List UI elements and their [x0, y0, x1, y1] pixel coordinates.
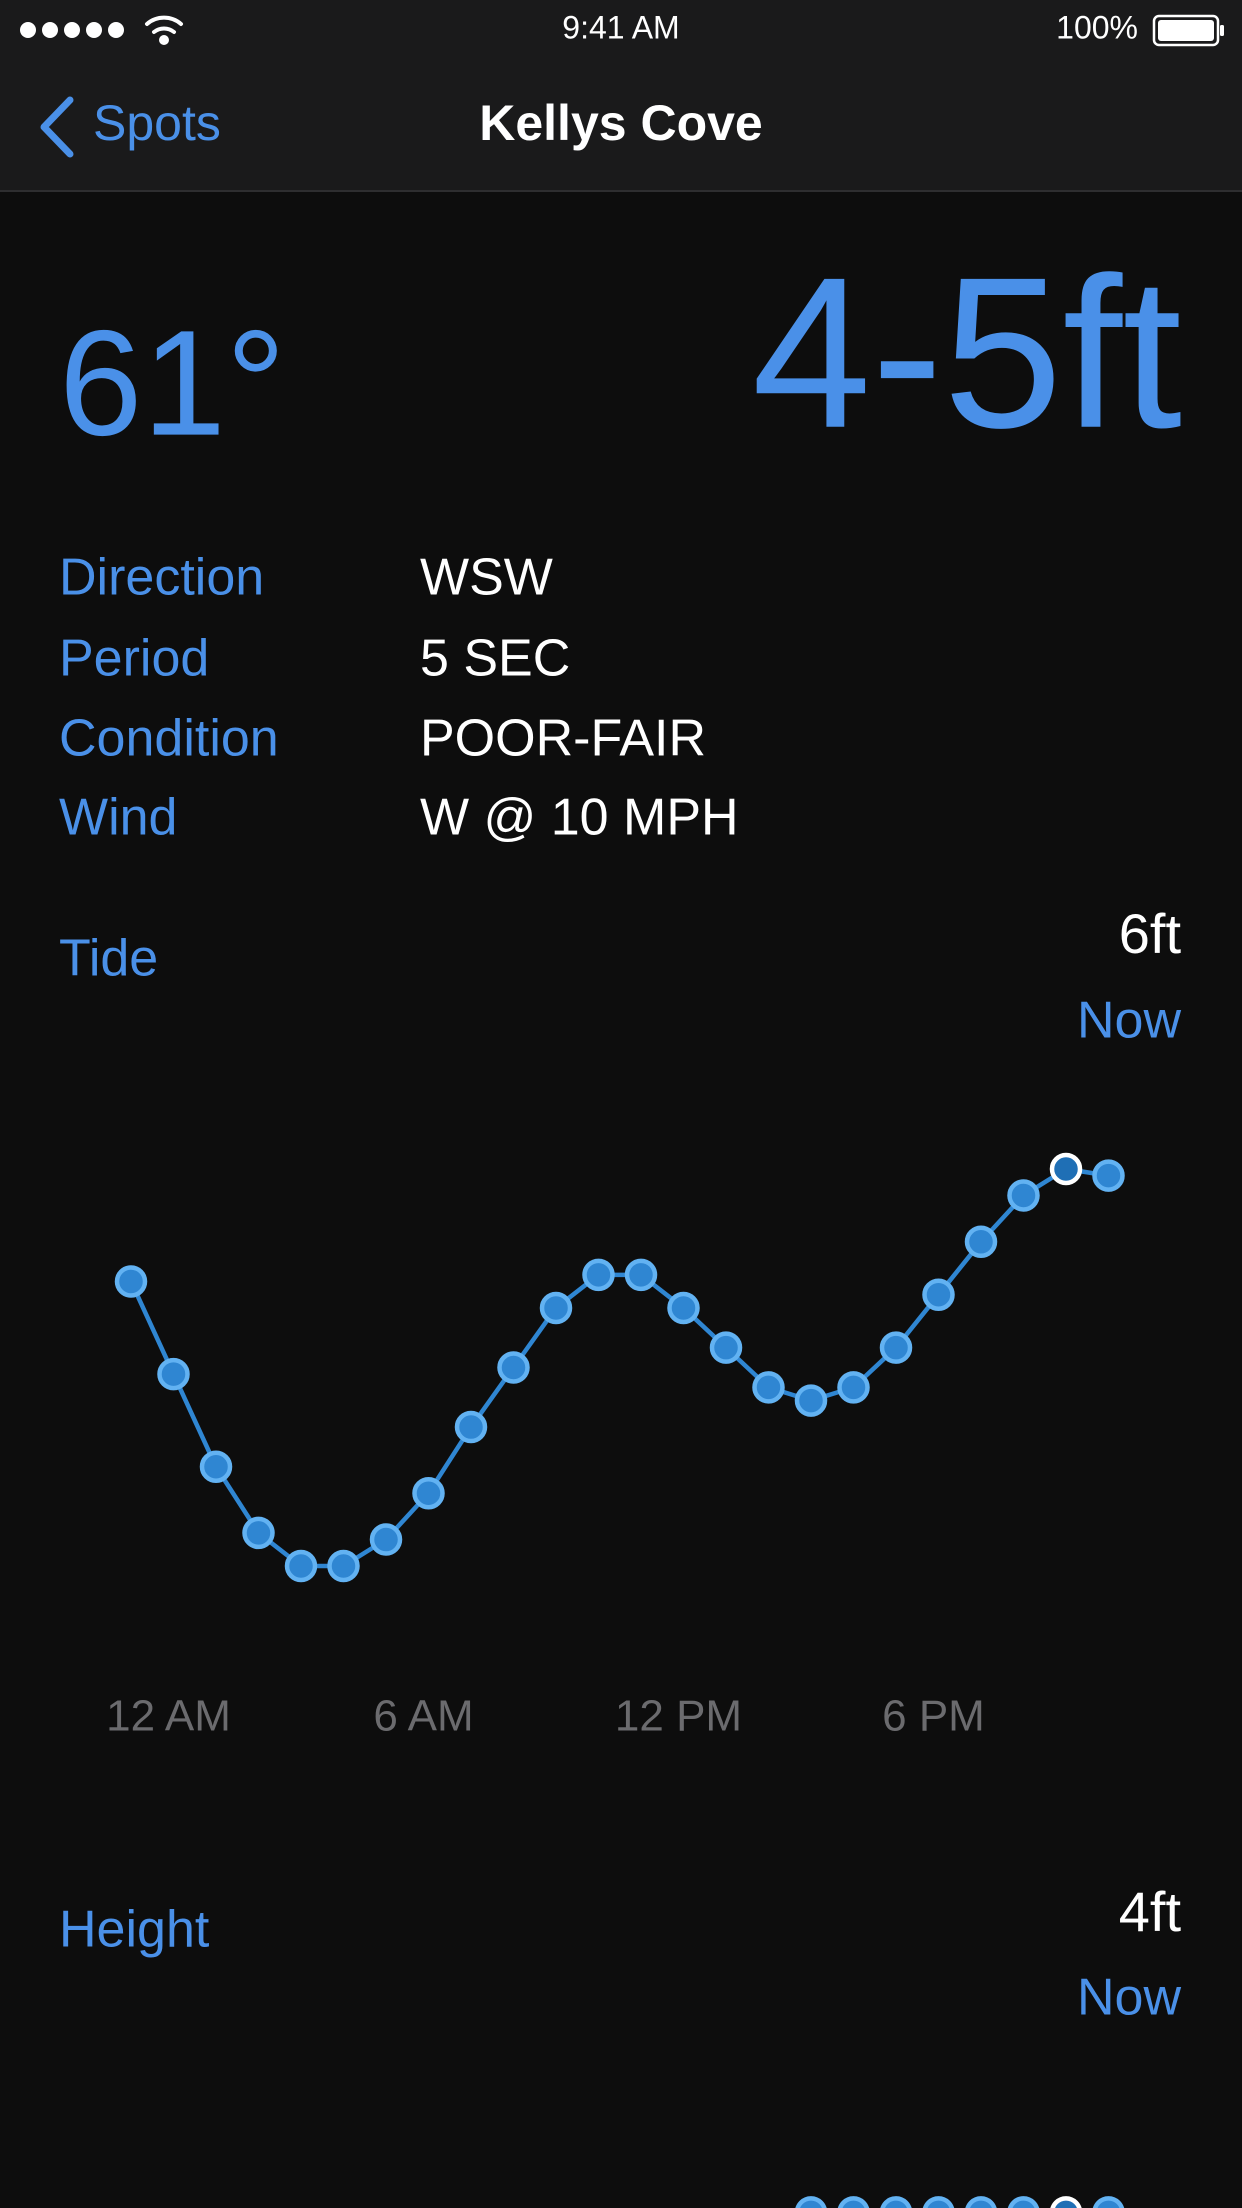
- back-label[interactable]: Spots: [93, 95, 221, 151]
- status-time: 9:41 AM: [562, 9, 679, 45]
- data-point: [1092, 2196, 1125, 2208]
- chart-title: Height: [59, 1901, 210, 1959]
- data-point: [667, 1291, 700, 1325]
- data-point: [582, 1258, 615, 1292]
- surf-size: 4-5ft: [752, 232, 1182, 473]
- detail-label: Direction: [59, 549, 264, 607]
- current-point: [1049, 1152, 1083, 1186]
- data-point: [922, 2196, 955, 2208]
- signal-dot: [42, 22, 58, 38]
- signal-dot: [108, 22, 124, 38]
- data-point: [1007, 2196, 1040, 2208]
- data-point: [965, 2196, 997, 2208]
- detail-label: Period: [59, 630, 209, 688]
- data-point: [624, 1258, 658, 1292]
- data-point: [497, 1351, 530, 1384]
- data-point: [284, 1549, 318, 1583]
- detail-value: POOR-FAIR: [420, 710, 706, 768]
- data-point: [1092, 1159, 1125, 1192]
- current-label: Now: [1077, 1969, 1181, 2027]
- data-point: [242, 1516, 275, 1550]
- data-point: [964, 1225, 998, 1259]
- data-point: [369, 1523, 403, 1556]
- signal-dot: [20, 22, 36, 38]
- detail-value: WSW: [420, 549, 553, 607]
- x-tick-label: 6 PM: [882, 1692, 985, 1741]
- detail-value: W @ 10 MPH: [420, 789, 739, 847]
- data-point: [922, 1278, 955, 1311]
- detail-value: 5 SEC: [420, 630, 570, 688]
- chart-title: Tide: [59, 930, 158, 988]
- data-point: [837, 2196, 870, 2208]
- data-point: [327, 1549, 360, 1583]
- data-point: [412, 1476, 445, 1510]
- x-tick-label: 12 AM: [106, 1692, 231, 1741]
- data-point: [1007, 1179, 1040, 1212]
- signal-dot: [86, 22, 102, 38]
- data-point: [752, 1371, 785, 1404]
- signal-dot: [64, 22, 80, 38]
- current-value: 4ft: [1119, 1880, 1182, 1943]
- data-point: [454, 1410, 488, 1444]
- detail-label: Wind: [59, 789, 177, 847]
- data-point: [794, 1384, 828, 1417]
- data-point: [709, 1331, 743, 1364]
- current-point: [1050, 2196, 1082, 2208]
- data-point: [795, 2196, 827, 2208]
- nav-title: Kellys Cove: [479, 95, 762, 151]
- current-label: Now: [1077, 992, 1181, 1050]
- temperature: 61°: [59, 299, 286, 467]
- data-point: [114, 1265, 148, 1298]
- x-tick-label: 12 PM: [615, 1692, 742, 1741]
- data-point: [539, 1291, 573, 1325]
- top-bar: [0, 0, 1242, 191]
- battery-icon: [1152, 14, 1224, 47]
- x-tick-label: 6 AM: [373, 1692, 473, 1741]
- back-chevron[interactable]: [40, 96, 74, 158]
- data-point: [837, 1371, 870, 1404]
- battery-percent: 100%: [1056, 9, 1138, 45]
- data-point: [879, 1331, 913, 1364]
- back-button[interactable]: Spots: [40, 95, 221, 158]
- detail-label: Condition: [59, 710, 279, 768]
- data-point: [199, 1450, 233, 1483]
- signal: [20, 22, 124, 38]
- current-value: 6ft: [1119, 902, 1182, 965]
- data-point: [880, 2196, 912, 2208]
- data-point: [157, 1357, 190, 1391]
- wifi-icon: [145, 15, 183, 45]
